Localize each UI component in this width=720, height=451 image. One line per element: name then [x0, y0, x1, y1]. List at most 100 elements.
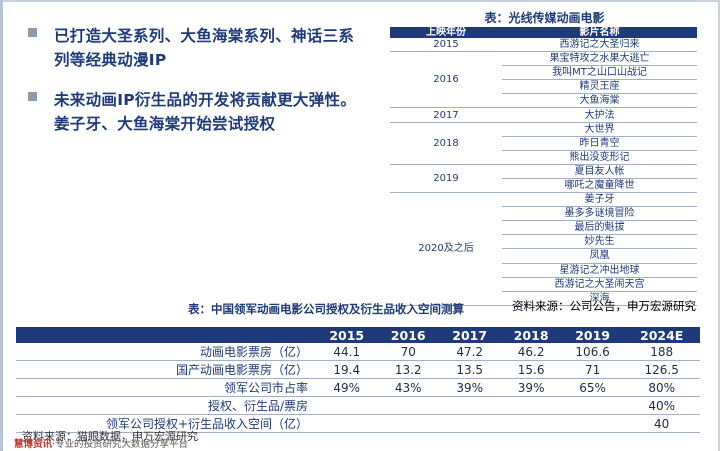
film-row: 2018 大世界 — [390, 122, 697, 165]
release-year: 2017 — [390, 107, 502, 123]
cell-value: 49% — [316, 378, 378, 397]
film-table: 上映年份 影片名称 2015 西游记之大圣归来 2016 果宝特攻之水果大逃亡 我叫MT… — [390, 27, 697, 306]
cell-value — [561, 414, 624, 433]
row-label: 动画电影票房（亿） — [16, 343, 316, 361]
header-year: 2016 — [377, 327, 439, 343]
film-row: 深海 — [390, 291, 697, 306]
cell-value: 65% — [561, 378, 624, 397]
film-name: 果宝特攻之水果大逃亡 — [502, 51, 697, 67]
table-row: 动画电影票房（亿） 44.1 70 47.2 46.2 106.6 188 — [16, 343, 700, 361]
frame-right-border — [718, 0, 720, 451]
cell-value: 46.2 — [500, 343, 562, 361]
film-row: 妙先生 — [390, 234, 697, 250]
film-table-header: 上映年份 影片名称 — [390, 27, 697, 38]
header-year: 2024E — [623, 327, 700, 343]
film-row: 2017 大护法 — [390, 107, 697, 123]
film-row: 2016 果宝特攻之水果大逃亡 — [390, 51, 697, 109]
row-label: 领军公司市占率 — [16, 378, 316, 397]
cell-value — [500, 414, 562, 433]
cell-value: 43% — [377, 378, 439, 397]
cell-value: 47.2 — [438, 343, 501, 361]
cell-value: 40 — [623, 414, 700, 433]
bullet-text: 未来动画IP衍生品的开发将贡献更大弹性。姜子牙、大鱼海棠开始尝试授权 — [54, 91, 357, 133]
frame-top-border — [0, 0, 720, 2]
cell-value: 71 — [561, 360, 624, 379]
cell-value: 188 — [623, 343, 700, 361]
table2-source: 资料来源：猫眼数据，申万宏源研究 — [22, 430, 198, 443]
footer: 慧博资讯·专业的投资研究大数据分享平台 — [14, 436, 188, 450]
bullet-list: 已打造大圣系列、大鱼海棠系列、神话三系列等经典动漫IP 未来动画IP衍生品的开发… — [28, 24, 358, 146]
table-row: 国产动画电影票房（亿） 19.4 13.2 13.5 15.6 71 126.5 — [16, 360, 700, 379]
release-year: 2018 — [390, 122, 502, 165]
header-film: 影片名称 — [502, 27, 697, 38]
film-row: 墨多多谜境冒险 — [390, 206, 697, 222]
cell-value: 40% — [623, 396, 700, 415]
table1-title: 表：光线传媒动画电影 — [484, 11, 605, 25]
film-name: 最后的魁拔 — [502, 220, 697, 236]
table1-source: 资料来源：公司公告，申万宏源研究 — [512, 299, 696, 313]
header-year: 2018 — [500, 327, 562, 343]
film-name: 精灵王座 — [502, 79, 697, 95]
table-row: 授权、衍生品/票房 40% — [16, 396, 700, 415]
film-name: 深海 — [502, 291, 697, 306]
cell-value: 44.1 — [316, 343, 378, 361]
cell-value: 80% — [623, 378, 700, 397]
cell-value: 70 — [377, 343, 439, 361]
film-name: 大护法 — [502, 107, 697, 123]
release-year: 2016 — [390, 51, 502, 109]
table-row: 领军公司市占率 49% 43% 39% 39% 65% 80% — [16, 378, 700, 397]
film-name: 西游记之大圣归来 — [502, 38, 697, 53]
film-name: 墨多多谜境冒险 — [502, 206, 697, 222]
cell-value: 13.2 — [377, 360, 439, 379]
film-name: 姜子牙 — [502, 192, 697, 208]
film-name: 夏目友人帐 — [502, 164, 697, 179]
film-row: 凤凰 — [390, 248, 697, 264]
bullet-item: 已打造大圣系列、大鱼海棠系列、神话三系列等经典动漫IP — [28, 24, 358, 72]
cell-value: 39% — [500, 378, 562, 397]
cell-value: 39% — [438, 378, 501, 397]
film-row: 星游记之冲出地球 — [390, 263, 697, 278]
cell-value: 15.6 — [500, 360, 562, 379]
film-name: 妙先生 — [502, 234, 697, 250]
cell-value — [316, 414, 378, 433]
film-name: 凤凰 — [502, 248, 697, 264]
film-row: 2020及之后 姜子牙 — [390, 192, 697, 306]
film-row: 我叫MT之山口山战记 — [390, 65, 697, 81]
table-row: 领军公司授权+衍生品收入空间（亿） 40 — [16, 414, 700, 433]
film-name: 昨日青空 — [502, 136, 697, 151]
bullet-text: 已打造大圣系列、大鱼海棠系列、神话三系列等经典动漫IP — [54, 27, 355, 69]
cell-value: 106.6 — [561, 343, 624, 361]
film-row: 精灵王座 — [390, 79, 697, 95]
cell-value — [500, 396, 562, 415]
film-row: 西游记之大圣闹天宫 — [390, 277, 697, 292]
header-year: 上映年份 — [390, 27, 502, 38]
film-row: 最后的魁拔 — [390, 220, 697, 236]
film-name: 西游记之大圣闹天宫 — [502, 277, 697, 292]
cell-value: 19.4 — [316, 360, 378, 379]
cell-value — [438, 396, 501, 415]
header-year: 2017 — [438, 327, 501, 343]
row-label: 授权、衍生品/票房 — [16, 396, 316, 415]
film-name: 大鱼海棠 — [502, 93, 697, 109]
film-row: 熊出没变形记 — [390, 150, 697, 165]
cell-value: 126.5 — [623, 360, 700, 379]
cell-value — [377, 414, 439, 433]
header-year: 2015 — [316, 327, 378, 343]
bullet-item: 未来动画IP衍生品的开发将贡献更大弹性。姜子牙、大鱼海棠开始尝试授权 — [28, 88, 358, 136]
revenue-table-header: 2015 2016 2017 2018 2019 2024E — [16, 327, 700, 343]
footer-text: ·专业的投资研究大数据分享平台 — [52, 439, 189, 450]
release-year: 2015 — [390, 38, 502, 53]
square-bullet-icon — [28, 92, 37, 101]
film-row: 2015 西游记之大圣归来 — [390, 38, 697, 53]
square-bullet-icon — [28, 28, 37, 37]
release-year: 2019 — [390, 164, 502, 194]
header-year: 2019 — [561, 327, 624, 343]
table2-title: 表：中国领军动画电影公司授权及衍生品收入空间测算 — [188, 302, 464, 316]
cell-value — [438, 414, 501, 433]
footer-brand: 慧博资讯 — [14, 439, 53, 450]
cell-value — [316, 396, 378, 415]
film-name: 熊出没变形记 — [502, 150, 697, 165]
header-blank — [16, 327, 316, 343]
film-row: 哪吒之魔童降世 — [390, 178, 697, 194]
film-row: 昨日青空 — [390, 136, 697, 151]
